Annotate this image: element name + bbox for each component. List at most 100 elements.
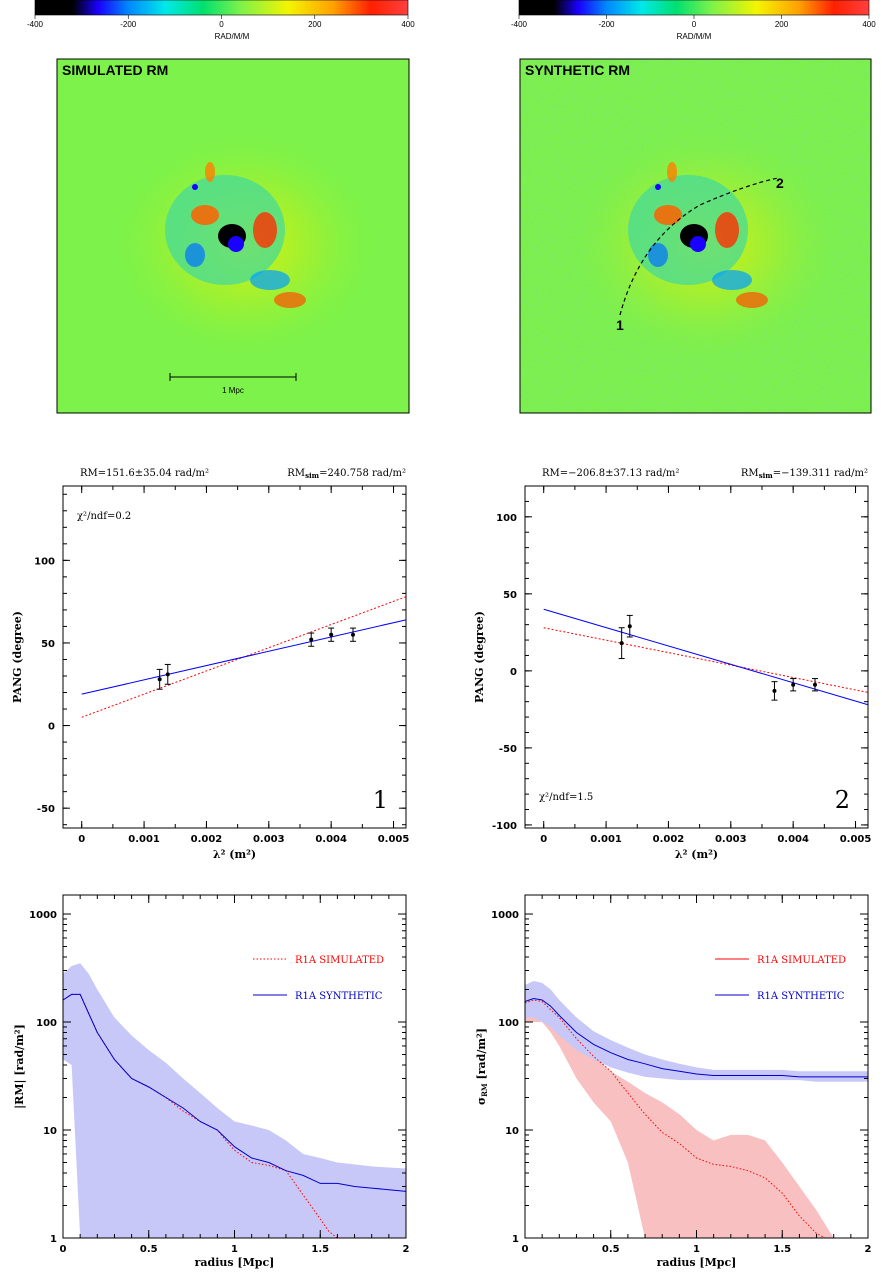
x-axis-label: λ² (m²) (675, 848, 718, 861)
data-point (791, 682, 796, 687)
colorbar-left: -400 -200 0 200 400 RAD/M/M (27, 0, 415, 41)
y-tick-label: 1000 (491, 910, 519, 921)
x-tick-label: 0.002 (191, 834, 223, 845)
x-axis-label: radius [Mpc] (657, 1256, 737, 1269)
x-tick-label: 0.004 (777, 834, 809, 845)
colorbar-left-gradient (34, 0, 409, 16)
colorbar-left-unit: RAD/M/M (215, 32, 250, 41)
data-point (619, 641, 624, 646)
colorbar-tick-label: 0 (692, 20, 697, 29)
colorbar-right-gradient (518, 0, 870, 16)
data-point (812, 682, 817, 687)
simulated-band (525, 1000, 834, 1238)
sim-rm-header: RMsim=240.758 rad/m² (287, 468, 406, 480)
colorbar-tick-label: 400 (862, 20, 876, 29)
y-tick-label: 50 (41, 639, 55, 650)
fit-rm-header: RM=−206.8±37.13 rad/m² (542, 468, 679, 479)
x-tick-label: 0 (540, 834, 547, 845)
x-tick-label: 2 (865, 1244, 872, 1255)
x-tick-label: 0.003 (253, 834, 285, 845)
series-line (524, 999, 826, 1239)
rm-fit-panel-1: 0 0.001 0.002 0.003 0.004 0.005 -50 0 50 100 RM=15… (11, 468, 409, 861)
data-point (350, 632, 355, 637)
y-tick-label: 10 (505, 1126, 519, 1137)
sigma-rm-profile-panel: 0 0.5 1 1.5 2 1 10 100 1000 R1A SIMULATED R1A SYNT… (475, 894, 872, 1269)
synthetic-band (63, 963, 406, 1238)
colorbar-tick-label: 400 (401, 20, 415, 29)
path-point-2-label: 2 (776, 175, 784, 191)
y-axis-label: |RM| [rad/m²] (13, 1024, 26, 1109)
x-tick-label: 0 (522, 1244, 529, 1255)
plot-frame (62, 485, 407, 829)
path-point-1-label: 1 (616, 317, 624, 333)
series-line (524, 997, 868, 1078)
map-structure (105, 125, 385, 365)
y-axis-label: σRM [rad/m²] (475, 1028, 489, 1105)
fit-line (81, 619, 407, 695)
colorbar-tick-label: -400 (511, 20, 528, 29)
colorbar-tick-label: -200 (120, 20, 137, 29)
y-tick-label: -50 (499, 744, 517, 755)
y-tick-label: 100 (496, 513, 517, 524)
data-point (627, 624, 632, 629)
legend-label: R1A SIMULATED (295, 955, 384, 966)
simulated-rm-line (543, 627, 869, 693)
synthetic-rm-map: SYNTHETIC RM 1 2 (519, 58, 872, 414)
scale-bar-label: 1 Mpc (222, 386, 244, 395)
x-tick-label: 0.003 (715, 834, 747, 845)
x-tick-label: 1 (693, 1244, 700, 1255)
profile-path (619, 177, 779, 316)
chi2-annotation: χ²/ndf=0.2 (77, 511, 131, 522)
x-tick-label: 0.002 (653, 834, 685, 845)
rm-profile-panel: 0 0.5 1 1.5 2 1 10 100 1000 R1A SIMULATED R1A SYNT… (13, 894, 410, 1269)
legend-label: R1A SYNTHETIC (295, 991, 383, 1002)
x-tick-label: 1 (231, 1244, 238, 1255)
x-tick-label: 0.5 (602, 1244, 620, 1255)
data-point (329, 632, 334, 637)
y-tick-label: -100 (492, 821, 517, 832)
y-tick-label: 0 (510, 667, 517, 678)
panel-number: 2 (835, 786, 850, 814)
data-point (309, 637, 314, 642)
y-tick-label: 50 (503, 590, 517, 601)
x-tick-label: 0.5 (140, 1244, 158, 1255)
map-frame (519, 58, 872, 414)
data-point (157, 677, 162, 682)
x-axis-label: radius [Mpc] (195, 1256, 275, 1269)
map-label-synthetic: SYNTHETIC RM (525, 62, 630, 78)
x-tick-label: 0.004 (315, 834, 347, 845)
chi2-annotation: χ²/ndf=1.5 (539, 792, 593, 803)
x-tick-label: 0 (60, 1244, 67, 1255)
x-tick-label: 0.001 (590, 834, 622, 845)
y-tick-label: 10 (43, 1126, 57, 1137)
data-point (165, 672, 170, 677)
y-tick-label: -50 (37, 804, 55, 815)
y-tick-label: 100 (36, 1018, 57, 1029)
colorbar-tick-label: -200 (598, 20, 615, 29)
data-point (772, 688, 777, 693)
x-tick-label: 0 (78, 834, 85, 845)
x-tick-label: 1.5 (773, 1244, 791, 1255)
colorbar-tick-label: 200 (775, 20, 789, 29)
scale-bar: 1 Mpc (169, 373, 297, 395)
y-tick-label: 1 (50, 1234, 57, 1245)
x-axis-label: λ² (m²) (213, 848, 256, 861)
colorbar-right: -400 -200 0 200 400 RAD/M/M (511, 0, 876, 41)
series-line (62, 993, 407, 1192)
legend-label: R1A SYNTHETIC (757, 991, 845, 1002)
colorbar-tick-label: -400 (27, 20, 44, 29)
x-tick-label: 0.005 (840, 834, 872, 845)
colorbar-tick-label: 0 (219, 20, 224, 29)
x-tick-label: 0.001 (128, 834, 160, 845)
simulated-rm-map: SIMULATED RM 1 Mpc (56, 58, 410, 414)
map-structure (520, 59, 871, 413)
synthetic-band (525, 981, 868, 1082)
map-label-simulated: SIMULATED RM (62, 62, 168, 78)
y-tick-label: 0 (48, 722, 55, 733)
colorbar-tick-label: 200 (308, 20, 322, 29)
x-tick-label: 0.005 (378, 834, 410, 845)
rm-fit-panel-2: 0 0.001 0.002 0.003 0.004 0.005 -100 -50 0 50 100 R… (473, 468, 871, 861)
fit-rm-header: RM=151.6±35.04 rad/m² (80, 468, 209, 479)
y-tick-label: 1 (512, 1234, 519, 1245)
